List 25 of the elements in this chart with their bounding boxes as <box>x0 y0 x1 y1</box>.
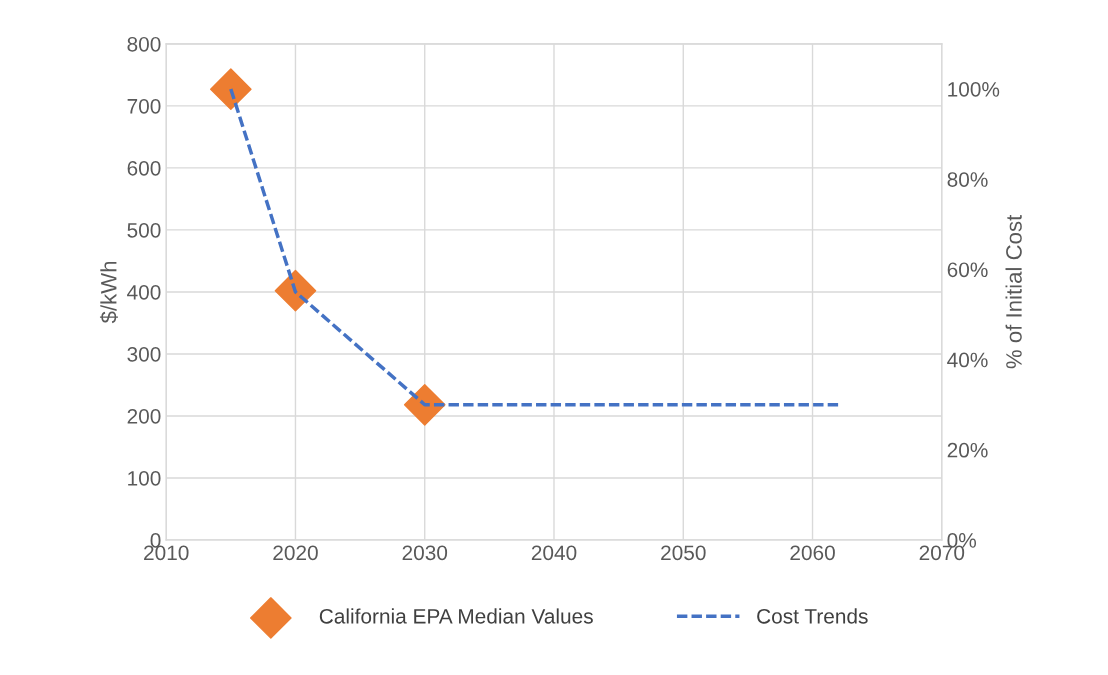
x-tick-label: 2030 <box>402 545 448 561</box>
legend-label: California EPA Median Values <box>319 608 593 624</box>
y-tick-label: 400 <box>127 284 161 300</box>
x-tick-label: 2060 <box>790 545 835 561</box>
y2-tick-label: 20% <box>947 442 988 458</box>
point <box>274 269 317 312</box>
y-axis-title: $/kWh <box>99 261 118 324</box>
y2-axis-title: % of Initial Cost <box>1005 214 1022 369</box>
point <box>210 68 252 110</box>
point <box>403 383 446 426</box>
y-tick-label: 800 <box>127 36 161 52</box>
x-tick-label: 2050 <box>661 545 706 561</box>
y-tick-label: 200 <box>127 408 161 424</box>
y-tick-label: 100 <box>128 470 161 486</box>
legend-label: Cost Trends <box>757 608 868 624</box>
x-tick-label: 2040 <box>531 545 577 561</box>
x-tick-label: 2020 <box>273 545 318 561</box>
y-tick-label: 600 <box>127 160 161 176</box>
y2-tick-label: 80% <box>947 172 988 187</box>
y2-tick-label: 100% <box>948 81 1000 97</box>
y-tick-label: 700 <box>127 98 161 114</box>
y-tick-label: 300 <box>127 346 161 362</box>
y2-tick-label: 60% <box>947 262 988 278</box>
y-tick-label: 500 <box>127 222 161 238</box>
y2-tick-label: 40% <box>947 352 988 368</box>
